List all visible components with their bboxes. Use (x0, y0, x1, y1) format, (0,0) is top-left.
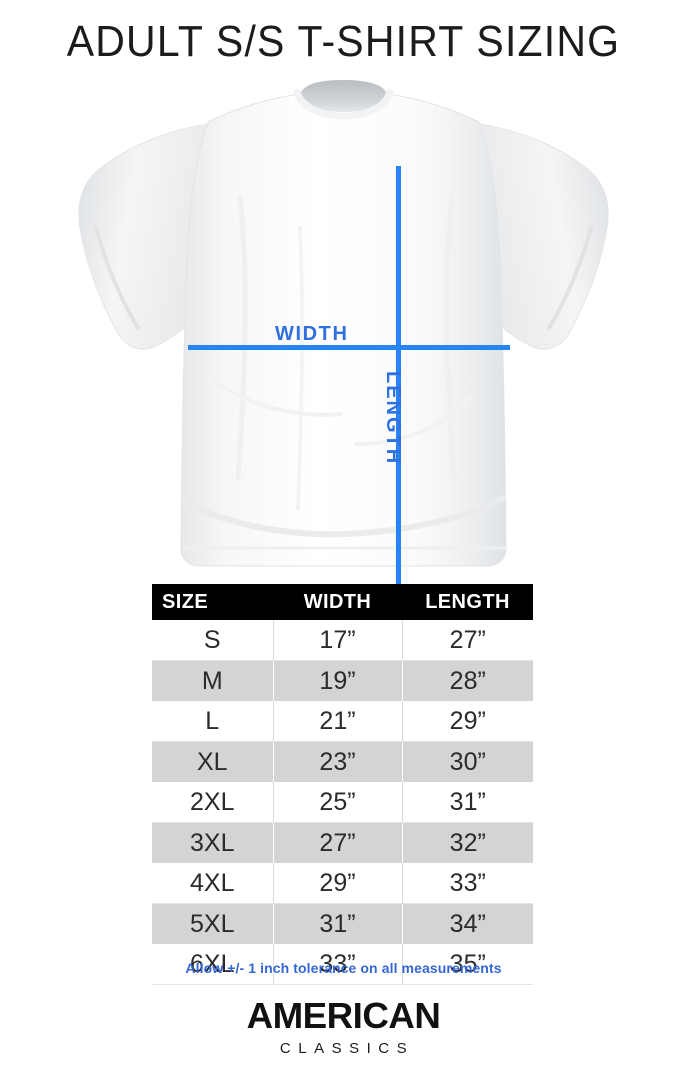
width-label: WIDTH (275, 323, 349, 345)
table-row: 6XL 33” 35” (152, 944, 533, 985)
cell-length: 31” (402, 782, 533, 823)
width-guide-line (188, 345, 510, 350)
cell-size: S (152, 620, 274, 661)
cell-length: 34” (402, 903, 533, 944)
cell-width: 21” (273, 701, 403, 742)
table-header-row: SIZE WIDTH LENGTH (152, 584, 533, 620)
cell-width: 17” (273, 620, 403, 661)
column-header-length: LENGTH (402, 584, 533, 620)
tshirt-graphic (78, 80, 609, 567)
length-guide-line (396, 166, 401, 645)
cell-width: 23” (273, 741, 403, 782)
table-row: 4XL 29” 33” (152, 863, 533, 904)
cell-size: XL (152, 741, 274, 782)
table-row: L 21” 29” (152, 701, 533, 742)
cell-width: 25” (273, 782, 403, 823)
cell-length: 27” (402, 620, 533, 661)
page-title: ADULT S/S T-SHIRT SIZING (66, 17, 621, 66)
cell-length: 29” (402, 701, 533, 742)
brand-tagline: CLASSICS (279, 1039, 415, 1057)
cell-size: 5XL (152, 903, 274, 944)
cell-length: 35” (402, 944, 533, 985)
table-row: XL 23” 30” (152, 741, 533, 782)
cell-size: M (152, 660, 274, 701)
table-row: 2XL 25” 31” (152, 782, 533, 823)
cell-width: 33” (273, 944, 403, 985)
column-header-size: SIZE (152, 584, 273, 620)
cell-size: 6XL (152, 944, 274, 985)
table-row: 5XL 31” 34” (152, 903, 533, 944)
cell-length: 30” (402, 741, 533, 782)
cell-length: 33” (402, 863, 533, 904)
size-chart-body: S 17” 27” M 19” 28” L 21” 29” XL 23” 30”… (152, 620, 533, 985)
cell-length: 28” (402, 660, 533, 701)
size-chart-table-container: SIZE WIDTH LENGTH S 17” 27” M 19” 28” L … (152, 584, 533, 985)
cell-size: 3XL (152, 822, 274, 863)
cell-length: 32” (402, 822, 533, 863)
brand-logo: AMERICAN CLASSICS (0, 997, 687, 1057)
size-chart-table: SIZE WIDTH LENGTH S 17” 27” M 19” 28” L … (152, 584, 533, 985)
cell-size: 2XL (152, 782, 274, 823)
column-header-width: WIDTH (273, 584, 402, 620)
cell-width: 27” (273, 822, 403, 863)
cell-size: 4XL (152, 863, 274, 904)
cell-width: 29” (273, 863, 403, 904)
length-label: LENGTH (382, 371, 404, 466)
tolerance-note: Allow +/- 1 inch tolerance on all measur… (185, 960, 502, 976)
brand-name: AMERICAN (246, 995, 441, 1036)
cell-width: 31” (273, 903, 403, 944)
table-row: M 19” 28” (152, 660, 533, 701)
cell-width: 19” (273, 660, 403, 701)
table-row: S 17” 27” (152, 620, 533, 661)
table-row: 3XL 27” 32” (152, 822, 533, 863)
tshirt-illustration: WIDTH LENGTH (0, 78, 687, 645)
cell-size: L (152, 701, 274, 742)
